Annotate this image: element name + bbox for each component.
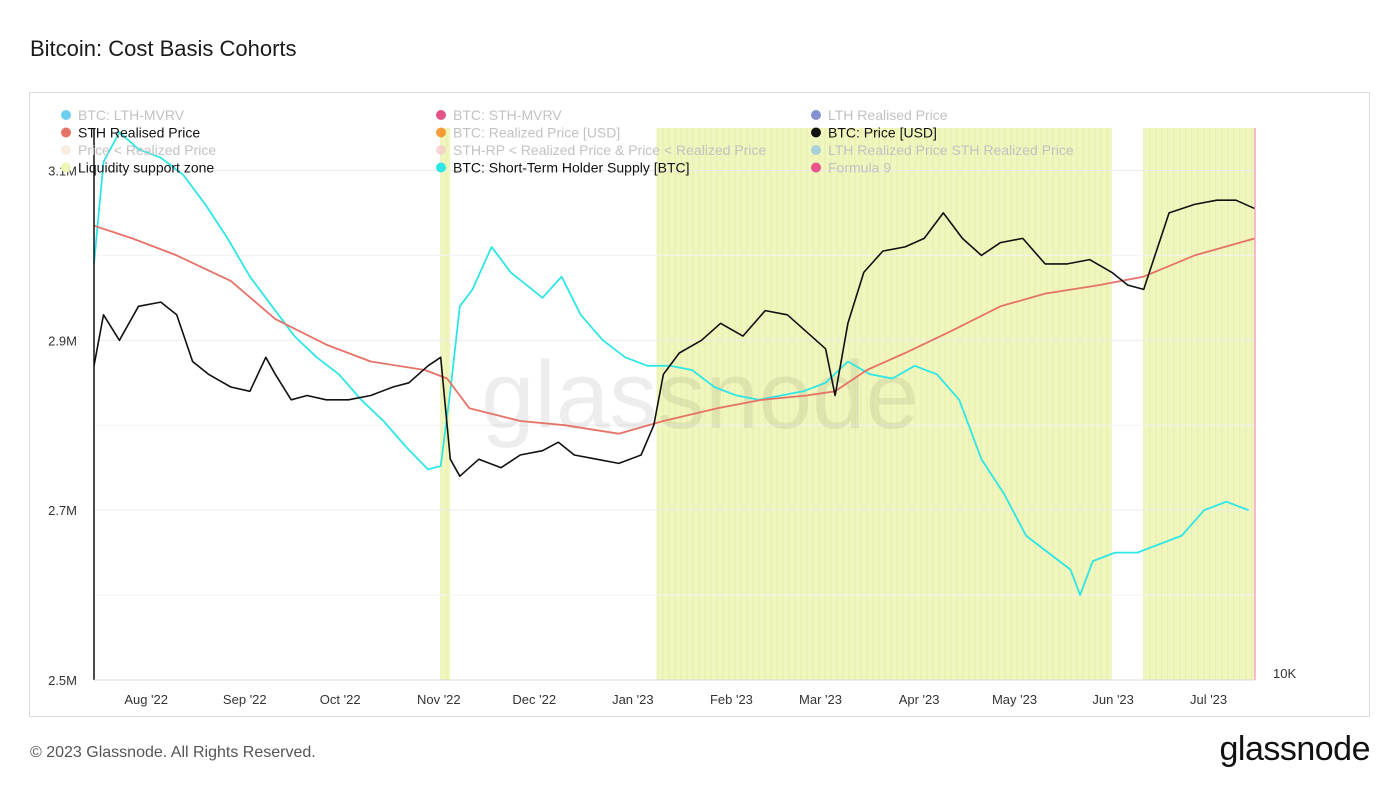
legend-item[interactable]: Formula 9: [811, 160, 891, 176]
x-tick-label: Oct '22: [320, 692, 361, 707]
x-tick-label: Aug '22: [124, 692, 168, 707]
legend-label: LTH Realized Price STH Realized Price: [828, 142, 1074, 158]
x-tick-label: Jan '23: [612, 692, 654, 707]
legend-label: STH Realised Price: [78, 125, 200, 141]
legend-item[interactable]: STH-RP < Realized Price & Price < Realiz…: [436, 142, 767, 158]
legend-label: Liquidity support zone: [78, 160, 214, 176]
legend-item[interactable]: BTC: STH-MVRV: [436, 107, 562, 123]
legend-label: BTC: STH-MVRV: [453, 107, 562, 123]
legend-swatch: [61, 145, 71, 155]
legend-item[interactable]: BTC: LTH-MVRV: [61, 107, 185, 123]
x-tick-label: Dec '22: [512, 692, 556, 707]
watermark: glassnode: [481, 342, 919, 449]
x-tick-label: Mar '23: [799, 692, 842, 707]
series-line-btc-price-usd-: [93, 199, 1256, 477]
legend-swatch: [436, 162, 446, 173]
y-tick-label: 2.5M: [48, 673, 77, 688]
brand-logo: glassnode: [1219, 730, 1370, 768]
legend-item[interactable]: LTH Realised Price: [811, 107, 948, 123]
y-tick-label: 2.9M: [48, 333, 77, 348]
legend-item[interactable]: BTC: Price [USD]: [811, 125, 937, 141]
legend-swatch: [436, 145, 446, 155]
legend-label: STH-RP < Realized Price & Price < Realiz…: [453, 142, 767, 158]
series-line-sth-realised-price: [93, 224, 1256, 435]
legend-swatch: [811, 145, 821, 155]
legend-item[interactable]: LTH Realized Price STH Realized Price: [811, 142, 1074, 158]
liquidity-zone-2: [1143, 128, 1255, 680]
chart-frame: [29, 92, 1370, 717]
x-tick-label: Nov '22: [417, 692, 461, 707]
page-title: Bitcoin: Cost Basis Cohorts: [30, 36, 297, 61]
y-right-tick-label: 10K: [1273, 666, 1296, 681]
legend-item[interactable]: STH Realised Price: [61, 125, 200, 141]
x-tick-label: Feb '23: [710, 692, 753, 707]
x-tick-label: Apr '23: [899, 692, 940, 707]
legend-swatch: [436, 110, 446, 120]
legend: BTC: LTH-MVRV BTC: STH-MVRV LTH Realised P…: [61, 107, 1074, 176]
legend-label: BTC: Realized Price [USD]: [453, 125, 620, 141]
x-tick-label: Sep '22: [223, 692, 267, 707]
legend-swatch: [811, 110, 821, 120]
legend-swatch: [811, 127, 821, 138]
y-tick-label: 2.7M: [48, 503, 77, 518]
legend-swatch: [61, 127, 71, 138]
legend-swatch: [436, 127, 446, 138]
legend-swatch: [61, 110, 71, 120]
x-tick-label: Jul '23: [1190, 692, 1227, 707]
legend-label: Formula 9: [828, 160, 891, 176]
liquidity-zone-1: [657, 128, 1112, 680]
legend-swatch: [61, 162, 71, 173]
x-tick-label: May '23: [992, 692, 1037, 707]
legend-label: BTC: Price [USD]: [828, 125, 937, 141]
legend-item[interactable]: Price < Realized Price: [61, 142, 216, 158]
legend-item[interactable]: Liquidity support zone: [61, 160, 214, 176]
x-tick-label: Jun '23: [1092, 692, 1134, 707]
series-layer: [93, 131, 1256, 596]
legend-swatch: [811, 162, 821, 173]
legend-label: Price < Realized Price: [78, 142, 216, 158]
legend-label: BTC: LTH-MVRV: [78, 107, 185, 123]
legend-label: LTH Realised Price: [828, 107, 948, 123]
legend-item[interactable]: BTC: Realized Price [USD]: [436, 125, 620, 141]
legend-item[interactable]: BTC: Short-Term Holder Supply [BTC]: [436, 160, 690, 176]
copyright-text: © 2023 Glassnode. All Rights Reserved.: [30, 744, 316, 761]
legend-label: BTC: Short-Term Holder Supply [BTC]: [453, 160, 690, 176]
series-line-btc-short-term-holder-supply-btc-: [93, 131, 1249, 596]
